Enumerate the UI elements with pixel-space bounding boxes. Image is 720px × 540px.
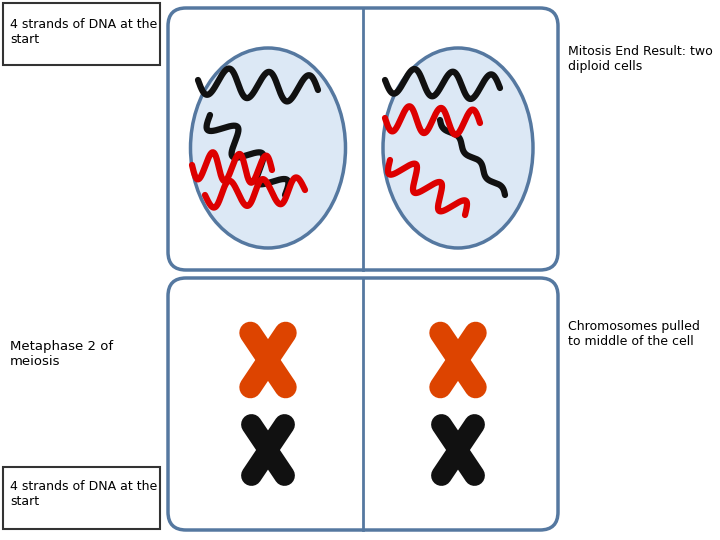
FancyBboxPatch shape — [3, 467, 160, 529]
FancyBboxPatch shape — [168, 8, 558, 270]
Text: Chromosomes pulled
to middle of the cell: Chromosomes pulled to middle of the cell — [568, 320, 700, 348]
Ellipse shape — [383, 48, 533, 248]
Text: 4 strands of DNA at the
start: 4 strands of DNA at the start — [10, 480, 157, 508]
FancyBboxPatch shape — [168, 278, 558, 530]
Text: Mitosis End Result: two
diploid cells: Mitosis End Result: two diploid cells — [568, 45, 713, 73]
Text: Metaphase 2 of
meiosis: Metaphase 2 of meiosis — [10, 340, 113, 368]
Text: 4 strands of DNA at the
start: 4 strands of DNA at the start — [10, 18, 157, 46]
FancyBboxPatch shape — [3, 3, 160, 65]
Ellipse shape — [191, 48, 346, 248]
